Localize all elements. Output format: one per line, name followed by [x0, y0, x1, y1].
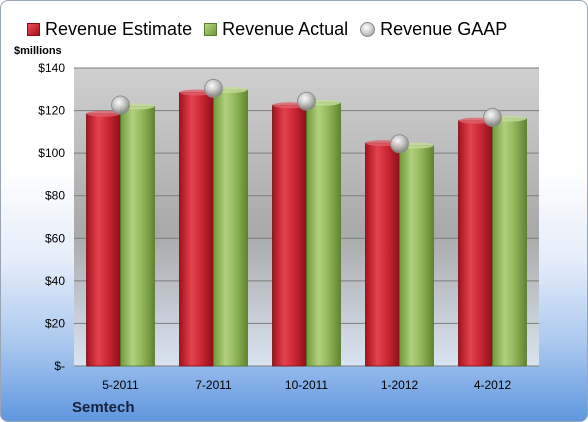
legend-swatch-gaap — [360, 21, 376, 37]
y-tick-label: $20 — [45, 316, 65, 330]
x-tick-label: 10-2011 — [285, 378, 328, 392]
y-tick-label: $100 — [38, 146, 65, 160]
bar-revenue-estimate — [272, 104, 307, 367]
x-tick-label: 4-2012 — [474, 378, 512, 392]
bar-revenue-estimate — [179, 92, 214, 367]
legend-label-estimate: Revenue Estimate — [45, 18, 193, 39]
point-revenue-gaap — [204, 78, 223, 98]
y-axis-label: $millions — [14, 45, 62, 57]
bar-revenue-actual — [306, 102, 341, 367]
point-revenue-gaap — [483, 107, 502, 127]
y-tick-label: $80 — [45, 189, 65, 203]
bar-revenue-estimate — [86, 113, 121, 367]
bar-revenue-actual — [120, 106, 155, 367]
y-tick-label: $140 — [38, 61, 65, 75]
legend-item-actual: Revenue Actual — [204, 19, 348, 40]
legend-label-gaap: Revenue GAAP — [380, 18, 508, 39]
legend-label-actual: Revenue Actual — [222, 18, 349, 39]
bar-top-estimate — [86, 110, 121, 117]
x-tick-label: 7-2011 — [195, 378, 232, 392]
company-name: Semtech — [72, 399, 135, 416]
bar-revenue-actual — [492, 118, 527, 367]
bar-revenue-actual — [213, 89, 248, 367]
bars — [86, 78, 527, 367]
legend-item-estimate: Revenue Estimate — [27, 19, 192, 40]
legend: Revenue Estimate Revenue Actual Revenue … — [27, 17, 519, 41]
legend-swatch-estimate — [27, 22, 40, 36]
point-revenue-gaap — [297, 91, 316, 111]
bar-revenue-estimate — [365, 142, 400, 367]
point-revenue-gaap — [111, 95, 130, 115]
bar-revenue-actual — [399, 145, 434, 367]
legend-item-gaap: Revenue GAAP — [360, 19, 507, 40]
point-revenue-gaap — [390, 134, 409, 154]
y-tick-label: $60 — [45, 231, 65, 245]
bar-revenue-estimate — [458, 120, 493, 367]
y-axis-ticks: $- $20 $40 $60 $80 $100 $120 $140 — [38, 61, 65, 373]
legend-swatch-actual — [204, 22, 218, 36]
y-tick-label: $- — [54, 359, 65, 373]
x-tick-label: 1-2012 — [381, 378, 419, 392]
y-tick-label: $120 — [38, 104, 65, 118]
x-axis-ticks: 5-2011 7-2011 10-2011 1-2012 4-2012 — [102, 378, 511, 392]
y-tick-label: $40 — [45, 274, 65, 288]
x-tick-label: 5-2011 — [102, 378, 139, 392]
